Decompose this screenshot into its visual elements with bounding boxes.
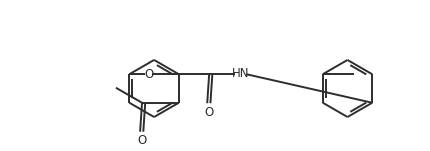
Text: O: O	[204, 106, 213, 119]
Text: O: O	[137, 134, 146, 147]
Text: HN: HN	[232, 67, 249, 80]
Text: O: O	[144, 68, 154, 81]
